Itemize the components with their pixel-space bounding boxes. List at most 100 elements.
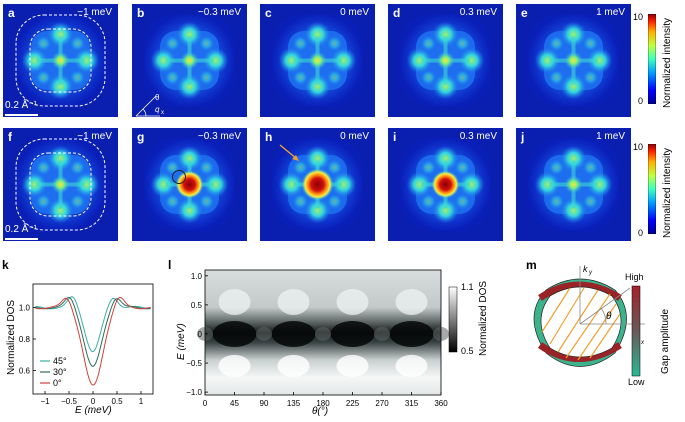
panel-l-letter: l [168,258,172,272]
qpi-lobe [432,21,459,48]
qpi-lobe [278,171,305,198]
panel-i: i 0.3 meV [388,128,503,241]
panel-letter-h: h [265,130,273,144]
l-gap-core [389,320,434,347]
qpi-diag-lobe [548,193,565,210]
qpi-map-b [132,4,247,117]
k-legend-label: 30° [53,367,67,377]
qpi-diag-lobe [69,35,86,52]
qpi-lobe [406,171,433,198]
qpi-core [301,168,334,201]
qpi-lobe [73,47,100,74]
l-coherence-peak [336,288,369,315]
k-series-line [35,296,151,353]
qpi-lobe [21,47,48,74]
qpi-lobe [202,47,229,74]
qpi-diag-lobe [35,159,52,176]
energy-label-d: 0.3 meV [459,7,497,18]
l-coherence-peak [218,288,251,315]
l-ytick-label: 0.5 [191,301,203,310]
qpi-diag-lobe [292,193,309,210]
l-xtick-label: 135 [287,399,301,408]
k-xtick-label: −0.5 [61,397,77,406]
k-xtick-label: 1 [139,397,144,406]
qpi-diag-lobe [69,159,86,176]
scale-bar-row2 [5,238,38,240]
energy-label-h: 0 meV [340,131,369,142]
qpi-diag-lobe [198,159,215,176]
qpi-lobe [304,197,331,224]
qpi-core [436,51,455,70]
qpi-diag-lobe [454,193,471,210]
panel-b: b −0.3 meV [132,4,247,117]
theta-label: θ [606,311,612,322]
energy-label-b: −0.3 meV [197,7,241,18]
qpi-diag-lobe [292,35,309,52]
l-colorbar-min: 0.5 [461,346,474,356]
qpi-lobe [278,47,305,74]
gap-colorbar-label: Gap amplitude [660,308,671,374]
qpi-diag-lobe [420,35,437,52]
qpi-diag-lobe [35,193,52,210]
qpi-lobe [176,21,203,48]
l-ytick-label: 0 [198,330,203,339]
l-gap-node [315,326,331,341]
kx-sub: x [640,340,645,346]
qpi-lobe [304,21,331,48]
l-ytick-label: 1.0 [191,272,203,281]
theta-line [579,287,631,325]
qpi-diag-lobe [326,69,343,86]
colorbar-row1-label: Normalized intensity [662,17,673,108]
energy-label-g: −0.3 meV [197,131,241,142]
gap-colorbar-low: Low [628,377,645,387]
colorbar-row1-max: 10 [633,12,644,22]
qpi-core [175,170,204,199]
qpi-map-i [388,128,503,241]
l-xtick-label: 315 [405,399,419,408]
panel-letter-a: a [8,6,15,20]
qpi-diag-lobe [292,159,309,176]
k-xtick-label: 0.5 [111,397,123,406]
qpi-map-j [516,128,631,241]
k-ylabel: Normalized DOS [6,299,17,375]
qpi-core [180,51,199,70]
qpi-lobe [432,73,459,100]
qpi-lobe [586,47,613,74]
panel-m-diagram: k y θ k x [533,264,645,377]
energy-label-f: −1 meV [77,131,112,142]
energy-label-c: 0 meV [340,7,369,18]
qpi-diag-lobe [35,35,52,52]
l-ylabel: E (meV) [176,323,187,360]
l-coherence-peak [277,354,310,377]
l-coherence-peak [218,354,251,377]
energy-label-e: 1 meV [596,7,625,18]
k-series-line [35,296,151,386]
qpi-lobe [560,197,587,224]
panel-letter-f: f [8,130,12,144]
qpi-lobe [47,145,74,172]
qpi-diag-lobe [454,35,471,52]
k-ytick-label: 1.0 [19,304,31,313]
l-colorbar [448,286,458,353]
qpi-lobe [560,21,587,48]
qpi-diag-lobe [198,35,215,52]
qpi-lobe [458,171,485,198]
qpi-core [51,175,70,194]
qpi-diag-lobe [326,193,343,210]
qpi-core [564,175,583,194]
g-marker-circle [172,170,186,184]
qpi-lobe [21,171,48,198]
panel-h: h 0 meV [260,128,375,241]
qpi-core [564,51,583,70]
qpi-core [308,51,327,70]
qpi-diag-lobe [35,69,52,86]
dashed-outer-contour [15,138,106,231]
colorbar-row1-min: 0 [638,96,644,106]
qpi-lobe [176,73,203,100]
gap-colorbar-high: High [625,272,644,282]
qpi-diag-lobe [582,69,599,86]
qpi-lobe [330,47,357,74]
colorbar-row2-min: 0 [638,228,644,238]
qpi-diag-lobe [454,69,471,86]
l-gap-core [271,320,316,347]
